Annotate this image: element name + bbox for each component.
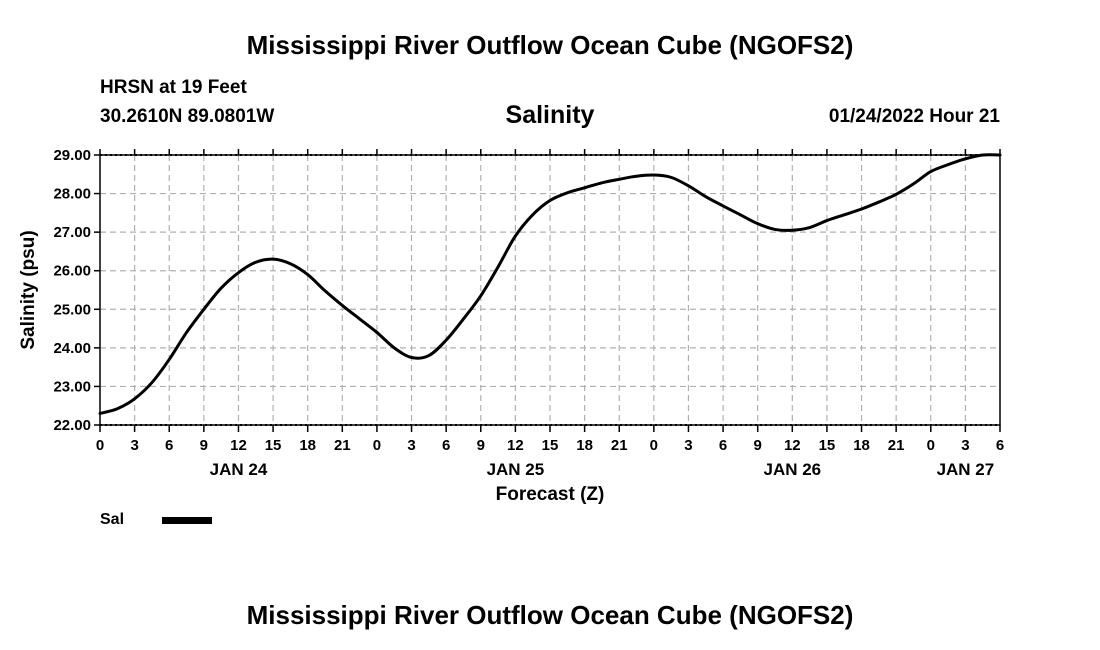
x-tick-label: 21	[334, 437, 351, 454]
station-coords: 30.2610N 89.0801W	[100, 106, 275, 127]
date-label: JAN 27	[937, 460, 995, 479]
x-tick-label: 21	[888, 437, 905, 454]
x-axis-label: Forecast (Z)	[496, 484, 605, 505]
x-tick-label: 3	[684, 437, 692, 454]
x-tick-label: 6	[165, 437, 173, 454]
x-tick-label: 6	[442, 437, 450, 454]
tick-marks	[94, 149, 1001, 432]
grid-lines	[100, 155, 1000, 425]
y-tick-label: 27.00	[53, 224, 91, 241]
y-tick-label: 26.00	[53, 263, 91, 280]
x-tick-label: 6	[719, 437, 727, 454]
x-tick-label: 12	[507, 437, 524, 454]
station-name: HRSN at 19 Feet	[100, 77, 247, 98]
x-tick-label: 3	[961, 437, 969, 454]
x-tick-label: 0	[927, 437, 935, 454]
x-tick-label: 18	[576, 437, 593, 454]
y-tick-label: 29.00	[53, 147, 91, 164]
legend-swatch	[162, 517, 212, 524]
y-tick-label: 28.00	[53, 186, 91, 203]
y-tick-label: 25.00	[53, 301, 91, 318]
date-label: JAN 24	[210, 460, 268, 479]
x-tick-label: 0	[650, 437, 658, 454]
tick-labels: 22.00 23.00 24.00 25.00 26.00 27.00 28.00 29.00…	[53, 147, 1004, 479]
plot-title: Salinity	[505, 101, 595, 129]
x-tick-label: 3	[130, 437, 138, 454]
x-tick-label: 15	[542, 437, 559, 454]
footer-title: Mississippi River Outflow Ocean Cube (NG…	[246, 600, 854, 630]
x-tick-label: 12	[230, 437, 247, 454]
date-label: JAN 26	[763, 460, 821, 479]
x-tick-label: 9	[200, 437, 208, 454]
x-tick-label: 21	[611, 437, 628, 454]
y-axis-label: Salinity (psu)	[18, 230, 39, 349]
x-tick-label: 18	[853, 437, 870, 454]
x-tick-label: 6	[996, 437, 1004, 454]
y-tick-label: 22.00	[53, 417, 91, 434]
main-title: Mississippi River Outflow Ocean Cube (NG…	[246, 30, 854, 60]
x-tick-label: 0	[373, 437, 381, 454]
date-label: JAN 25	[487, 460, 545, 479]
run-time: 01/24/2022 Hour 21	[828, 106, 1000, 127]
x-tick-label: 18	[299, 437, 316, 454]
x-tick-label: 9	[477, 437, 485, 454]
x-tick-label: 3	[407, 437, 415, 454]
y-tick-label: 24.00	[53, 340, 91, 357]
y-tick-label: 23.00	[53, 378, 91, 395]
x-tick-label: 15	[265, 437, 282, 454]
legend-label: Sal	[100, 511, 125, 528]
x-tick-label: 9	[754, 437, 762, 454]
x-tick-label: 12	[784, 437, 801, 454]
x-tick-label: 0	[96, 437, 104, 454]
x-tick-label: 15	[819, 437, 836, 454]
series-line-sal	[98, 153, 1002, 415]
